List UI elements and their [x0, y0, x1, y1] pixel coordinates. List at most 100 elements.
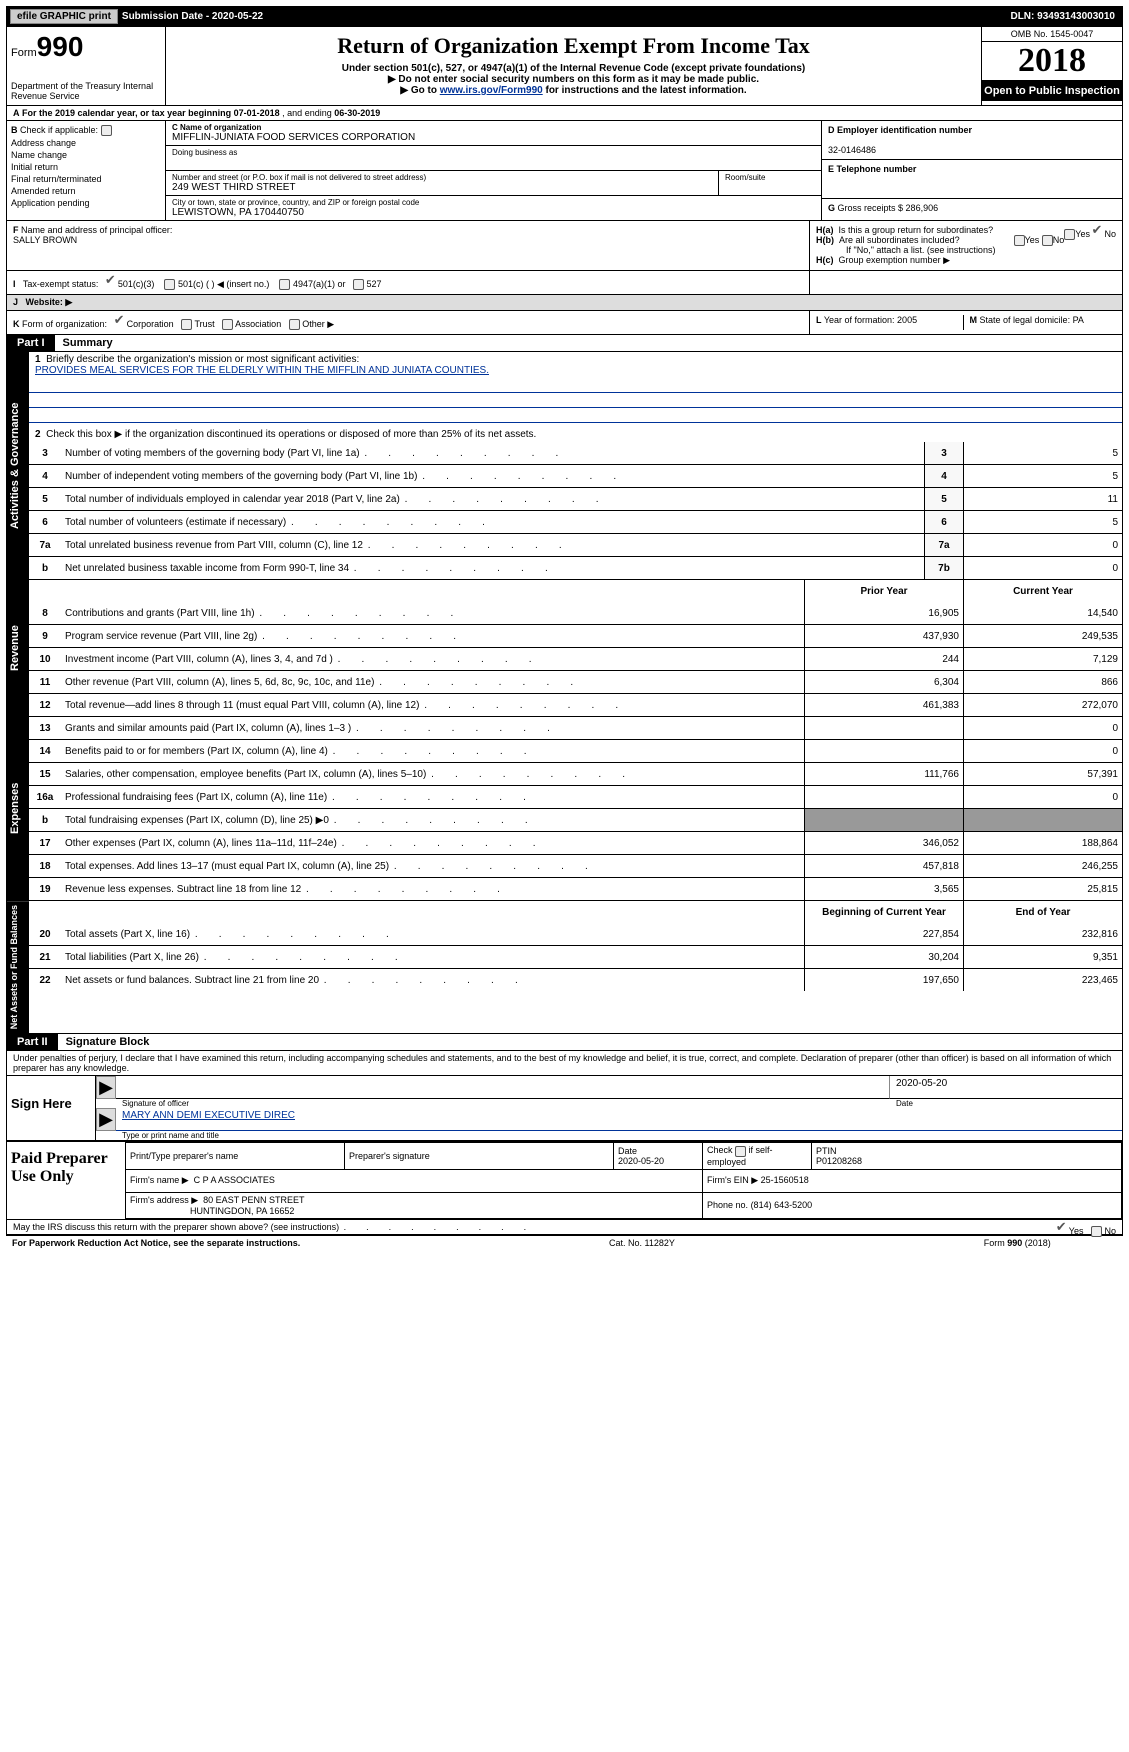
line-desc: Number of independent voting members of … — [61, 465, 925, 488]
hb-no[interactable] — [1042, 235, 1053, 246]
line-desc: Net assets or fund balances. Subtract li… — [61, 969, 805, 992]
check-527[interactable] — [353, 279, 364, 290]
expenses-table: 13 Grants and similar amounts paid (Part… — [29, 717, 1122, 900]
line-num: 12 — [29, 694, 61, 717]
line-val: 5 — [964, 442, 1123, 465]
line-box: 4 — [925, 465, 964, 488]
prior-val: 6,304 — [805, 671, 964, 694]
prior-year-head: Prior Year — [805, 580, 964, 602]
part2-title: Signature Block — [58, 1034, 158, 1050]
line-num: 3 — [29, 442, 61, 465]
checkbox-applicable[interactable] — [101, 125, 112, 136]
line-desc: Other expenses (Part IX, column (A), lin… — [61, 832, 805, 855]
curr-val: 866 — [964, 671, 1123, 694]
check-name: Name change — [11, 150, 67, 160]
label-a: A — [13, 108, 20, 118]
line-num: 4 — [29, 465, 61, 488]
ha-yes[interactable] — [1064, 229, 1075, 240]
part2-header: Part II Signature Block — [7, 1034, 1122, 1051]
line-num: 16a — [29, 786, 61, 809]
part1-title: Summary — [55, 335, 121, 351]
line-num: 21 — [29, 946, 61, 969]
check-501c3 — [106, 275, 118, 287]
dba-label: Doing business as — [172, 148, 815, 157]
prior-val: 461,383 — [805, 694, 964, 717]
check-trust[interactable] — [181, 319, 192, 330]
form-title: Return of Organization Exempt From Incom… — [170, 33, 977, 59]
subtitle-3: Go to www.irs.gov/Form990 for instructio… — [170, 85, 977, 96]
sign-here-label: Sign Here — [7, 1076, 95, 1140]
hb-yes[interactable] — [1014, 235, 1025, 246]
line-desc: Grants and similar amounts paid (Part IX… — [61, 717, 805, 740]
revenue-table: Prior Year Current Year 8 Contributions … — [29, 580, 1122, 716]
signer-name: MARY ANN DEMI EXECUTIVE DIREC — [122, 1110, 295, 1121]
discuss-yes-checked — [1057, 1222, 1069, 1234]
row-j: J Website: ▶ — [7, 295, 1122, 311]
check-self-employed[interactable] — [735, 1146, 746, 1157]
label-k: K — [13, 319, 20, 329]
check-other[interactable] — [289, 319, 300, 330]
header-left: Form990 Department of the Treasury Inter… — [7, 27, 166, 105]
check-assoc[interactable] — [222, 319, 233, 330]
discuss-no[interactable] — [1091, 1226, 1102, 1237]
check-final: Final return/terminated — [11, 174, 102, 184]
line-num: b — [29, 809, 61, 832]
curr-val: 0 — [964, 786, 1123, 809]
sign-date: 2020-05-20 — [889, 1076, 1122, 1099]
form-prefix: Form — [11, 47, 37, 59]
line-num: 22 — [29, 969, 61, 992]
footer-right: Form 990 (2018) — [984, 1238, 1051, 1248]
check-address: Address change — [11, 138, 76, 148]
prior-val: 346,052 — [805, 832, 964, 855]
header-center: Return of Organization Exempt From Incom… — [166, 27, 981, 105]
footer: For Paperwork Reduction Act Notice, see … — [6, 1236, 1057, 1250]
line-num: 18 — [29, 855, 61, 878]
department: Department of the Treasury Internal Reve… — [11, 81, 161, 101]
line-num: b — [29, 557, 61, 580]
line-val: 0 — [964, 534, 1123, 557]
form-year: 2018 — [982, 42, 1122, 81]
line-num: 17 — [29, 832, 61, 855]
line-desc: Total number of volunteers (estimate if … — [61, 511, 925, 534]
curr-val: 249,535 — [964, 625, 1123, 648]
label-b: B — [11, 125, 18, 135]
curr-val: 9,351 — [964, 946, 1123, 969]
part1-tab: Part I — [7, 335, 55, 351]
check-4947[interactable] — [279, 279, 290, 290]
room-label: Room/suite — [725, 173, 815, 182]
row-f: F Name and address of principal officer:… — [7, 221, 1122, 271]
footer-cat: Cat. No. 11282Y — [300, 1238, 983, 1248]
prior-val — [805, 717, 964, 740]
line-num: 10 — [29, 648, 61, 671]
irs-link[interactable]: www.irs.gov/Form990 — [440, 85, 543, 96]
prior-val — [805, 740, 964, 763]
preparer-label: Paid Preparer Use Only — [7, 1142, 125, 1218]
check-pending: Application pending — [11, 198, 90, 208]
line-desc: Number of voting members of the governin… — [61, 442, 925, 465]
line-num: 9 — [29, 625, 61, 648]
line-num: 7a — [29, 534, 61, 557]
curr-val: 57,391 — [964, 763, 1123, 786]
prior-val — [805, 786, 964, 809]
check-501c[interactable] — [164, 279, 175, 290]
line-desc: Total unrelated business revenue from Pa… — [61, 534, 925, 557]
curr-val: 25,815 — [964, 878, 1123, 901]
line-num: 8 — [29, 602, 61, 625]
curr-val: 0 — [964, 740, 1123, 763]
netassets-section: Net Assets or Fund Balances Beginning of… — [7, 901, 1122, 1034]
label-e: E Telephone number — [828, 164, 916, 174]
line-desc: Revenue less expenses. Subtract line 18 … — [61, 878, 805, 901]
line-desc: Total revenue—add lines 8 through 11 (mu… — [61, 694, 805, 717]
expenses-section: Expenses 13 Grants and similar amounts p… — [7, 717, 1122, 901]
col-c: C Name of organization MIFFLIN-JUNIATA F… — [165, 121, 822, 220]
line-box: 3 — [925, 442, 964, 465]
label-f: F — [13, 225, 19, 235]
line-num: 19 — [29, 878, 61, 901]
ha-no-checked — [1092, 225, 1104, 237]
governance-table: 3 Number of voting members of the govern… — [29, 442, 1122, 579]
line-num: 20 — [29, 923, 61, 946]
line-num: 13 — [29, 717, 61, 740]
section-b: B Check if applicable: Address change Na… — [7, 121, 1122, 221]
vert-netassets: Net Assets or Fund Balances — [7, 901, 29, 1033]
top-bar: efile GRAPHIC print Submission Date - 20… — [6, 6, 1123, 26]
